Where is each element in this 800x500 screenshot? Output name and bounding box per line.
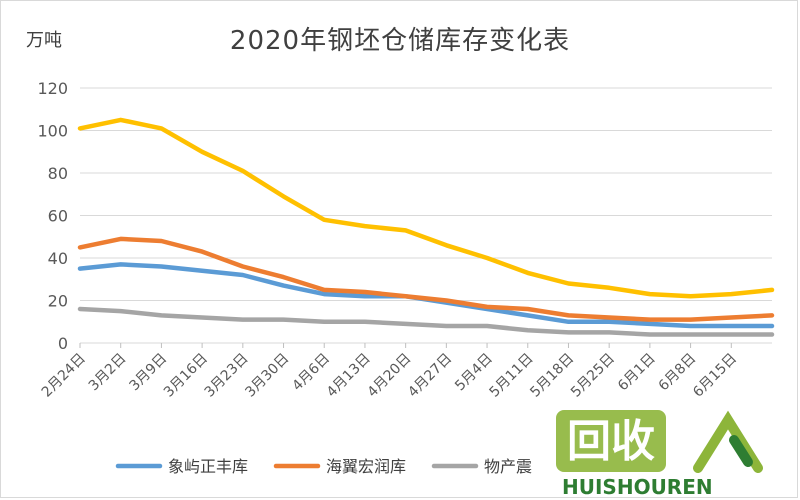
y-tick-label: 0 xyxy=(58,334,68,353)
watermark-logo-subtext: HUISHOUREN xyxy=(562,475,713,499)
series-lines xyxy=(77,117,775,337)
y-tick-label: 80 xyxy=(48,164,68,183)
y-tick-label: 100 xyxy=(37,122,68,141)
series-line-3 xyxy=(77,117,775,299)
legend-label: 物产震 xyxy=(484,457,532,476)
series-line-2 xyxy=(77,306,775,337)
y-axis-unit-label: 万吨 xyxy=(26,30,62,51)
x-tick-label: 5月11日 xyxy=(487,351,537,401)
x-tick-label: 5月25日 xyxy=(568,351,618,401)
x-tick-label: 3月23日 xyxy=(202,351,252,401)
legend-label: 象屿正丰库 xyxy=(168,457,248,476)
gridlines xyxy=(80,87,772,344)
legend: 象屿正丰库 海翼宏润库 物产震 xyxy=(115,457,532,476)
x-tick-label: 2月24日 xyxy=(39,351,89,401)
watermark-logo: 回收 HUISHOUREN xyxy=(556,410,763,499)
y-axis-ticks: 0 20 40 60 80 100 120 xyxy=(37,79,68,353)
x-tick-label: 6月15日 xyxy=(690,351,740,401)
y-tick-label: 40 xyxy=(48,249,68,268)
legend-label: 海翼宏润库 xyxy=(326,457,406,476)
chart-title: 2020年钢坯仓储库存变化表 xyxy=(229,26,571,56)
watermark-logo-text: 回收 xyxy=(567,416,655,467)
x-tick-label: 4月13日 xyxy=(324,351,374,401)
x-tick-label: 4月20日 xyxy=(364,351,414,401)
y-tick-label: 60 xyxy=(48,207,68,226)
series-line-1 xyxy=(77,236,775,322)
x-tick-label: 3月30日 xyxy=(242,351,292,401)
y-tick-label: 20 xyxy=(48,292,68,311)
x-tick-label: 3月2日 xyxy=(86,351,130,395)
x-axis-ticks: 2月24日3月2日3月9日3月16日3月23日3月30日4月6日4月13日4月2… xyxy=(39,343,740,401)
x-tick-label: 6月1日 xyxy=(615,351,659,395)
y-tick-label: 120 xyxy=(37,79,68,98)
x-tick-label: 4月27日 xyxy=(405,351,455,401)
x-tick-label: 3月16日 xyxy=(161,351,211,401)
x-tick-label: 5月18日 xyxy=(527,351,577,401)
